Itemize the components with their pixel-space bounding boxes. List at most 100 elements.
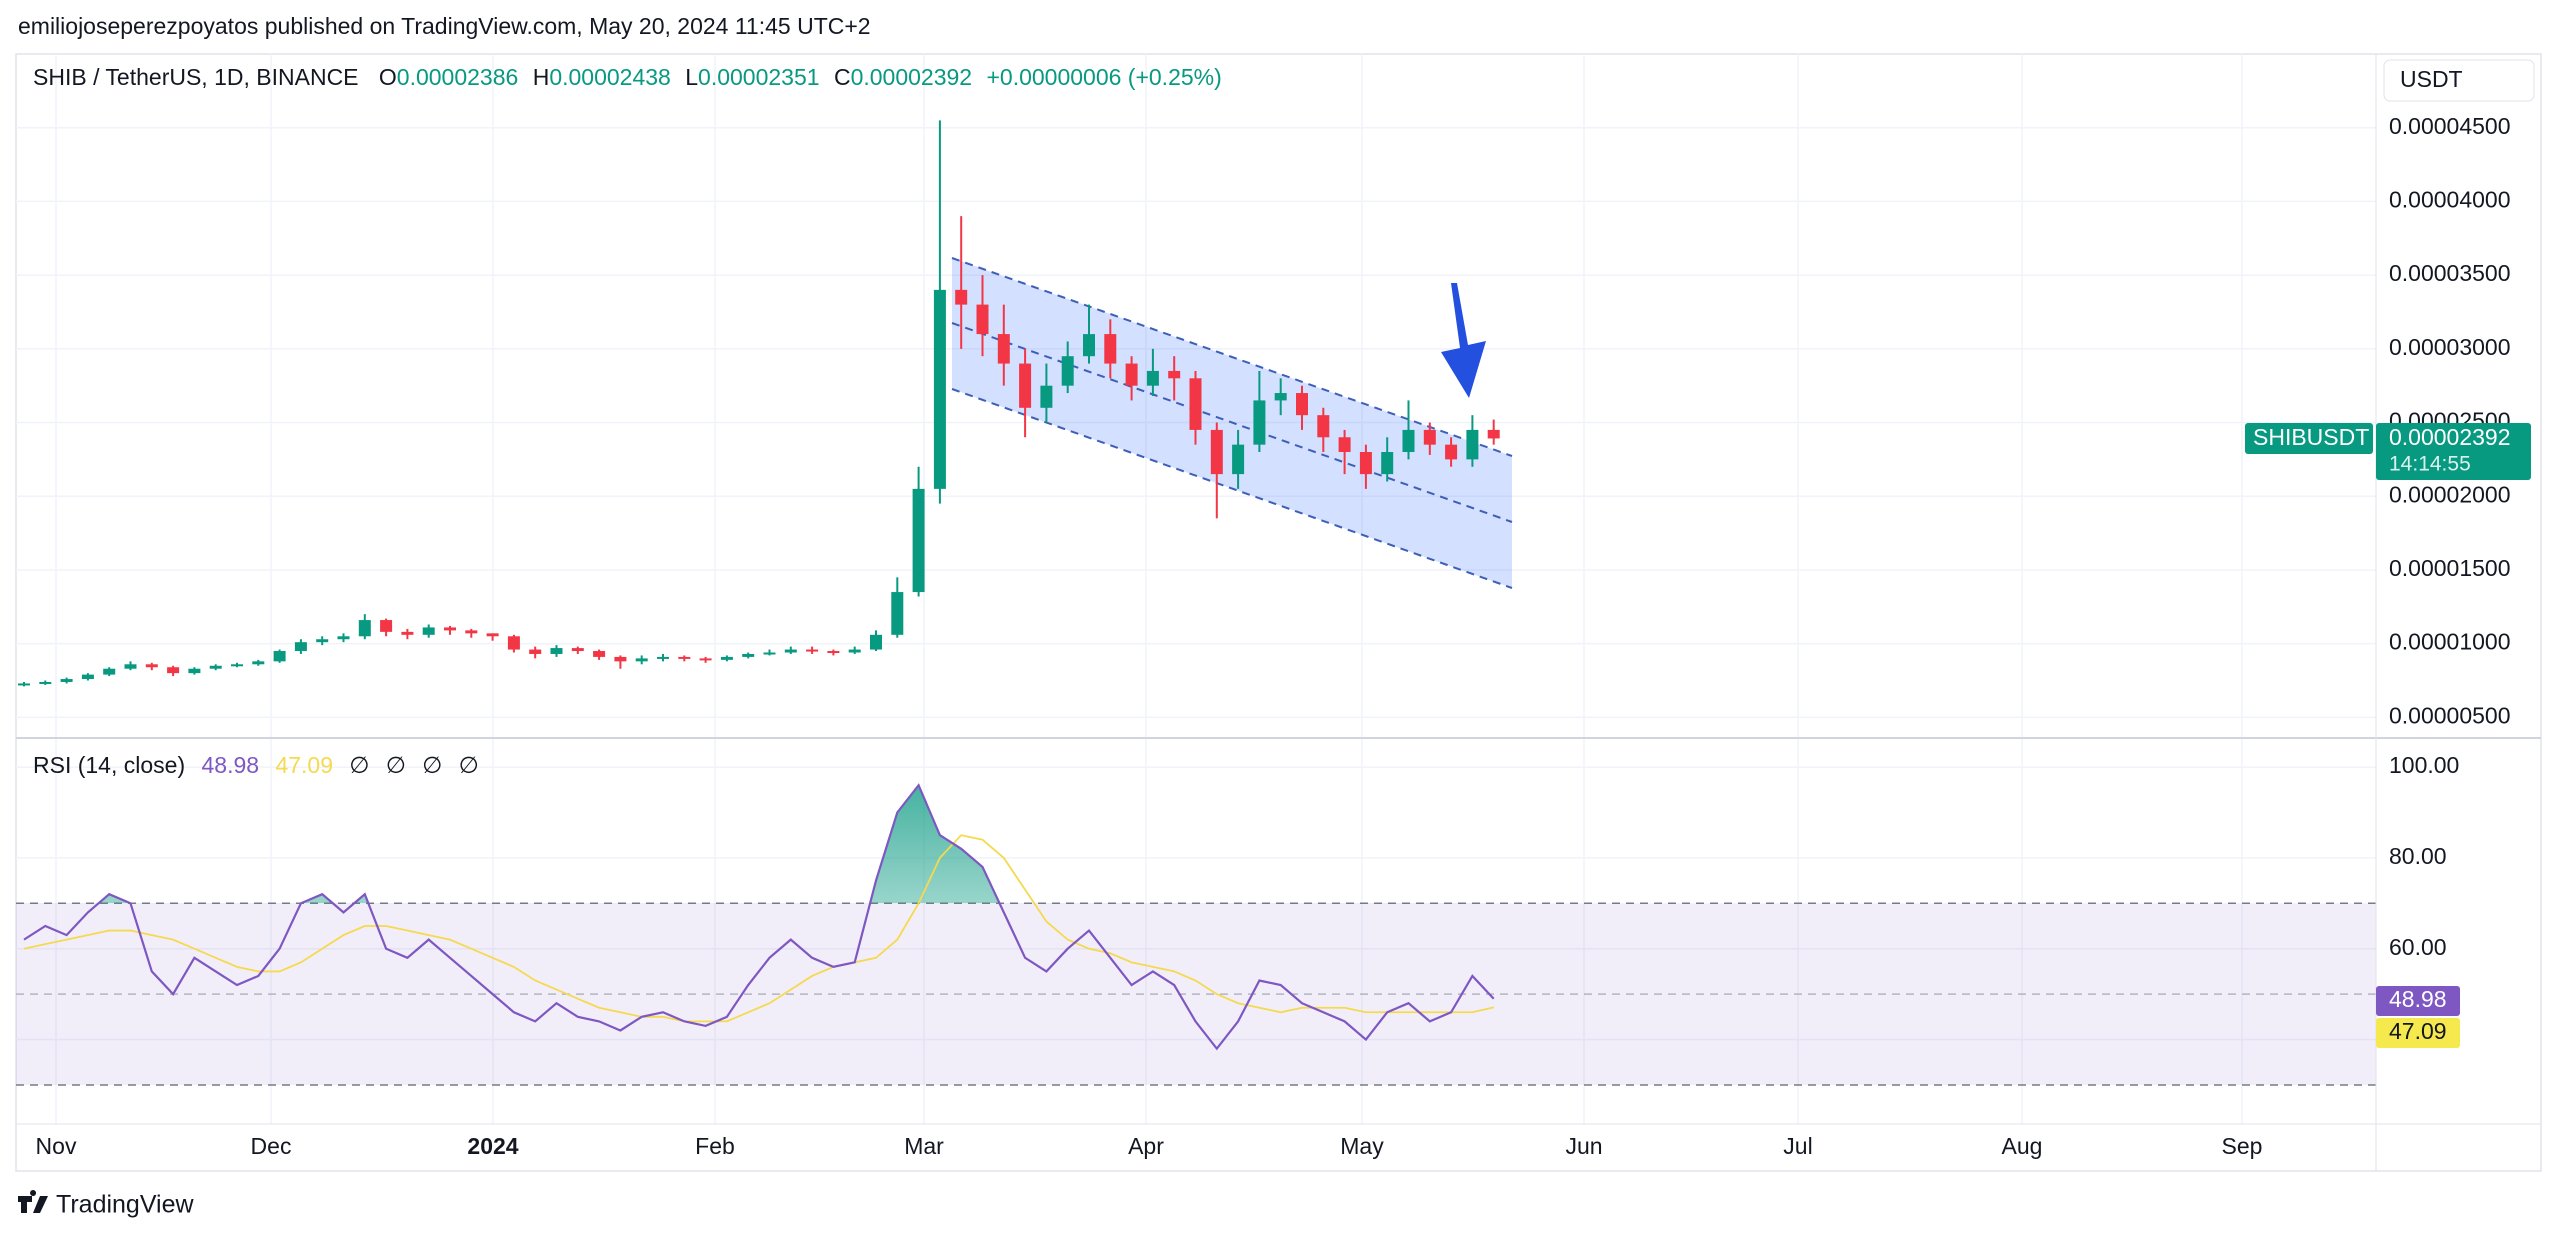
candle-body <box>870 634 882 650</box>
candle-body <box>167 667 180 674</box>
candle-body <box>316 639 329 643</box>
y-tick-label: 0.00003500 <box>2389 260 2511 286</box>
attribution: emiliojoseperezpoyatos published on Trad… <box>18 13 871 39</box>
rsi-line <box>23 834 1494 1023</box>
x-tick-label: Jun <box>1565 1133 1602 1159</box>
rsi-ma-badge <box>2376 1018 2460 1048</box>
h-value: 0.00002438 <box>549 64 671 90</box>
candle-body <box>1125 363 1138 386</box>
na: ∅ <box>386 752 406 778</box>
x-tick-label: Mar <box>904 1133 944 1159</box>
rsi-ma-value: 47.09 <box>275 752 333 778</box>
channel-mid <box>951 322 1513 523</box>
candle-body <box>955 289 968 305</box>
rsi-line <box>23 783 1495 1051</box>
y-tick-label: 0.00003000 <box>2389 334 2511 360</box>
y-tick-label: 0.00000500 <box>2389 702 2511 728</box>
candle-body <box>1381 452 1394 475</box>
candle-body <box>422 627 435 635</box>
candle-body <box>1317 415 1330 438</box>
na: ∅ <box>422 752 442 778</box>
price-badge-text: 0.00002392 <box>2389 424 2511 450</box>
candle-body <box>806 649 819 652</box>
candle-body <box>1445 444 1458 460</box>
y-tick-label: 0.00004000 <box>2389 186 2511 212</box>
candle-body <box>827 651 840 654</box>
h-label: H <box>533 64 550 90</box>
brand-logo <box>18 1190 48 1213</box>
candle-body <box>1296 393 1308 416</box>
l-value: 0.00002351 <box>698 64 820 90</box>
candle-body <box>486 633 499 637</box>
candle-body <box>1210 429 1223 475</box>
chart-frame <box>15 53 2542 1172</box>
channel-lower <box>951 388 1513 589</box>
x-tick-label: 2024 <box>467 1133 518 1159</box>
candle-body <box>1402 429 1415 453</box>
na: ∅ <box>349 752 369 778</box>
candle-body <box>1232 444 1245 475</box>
candle-body <box>699 658 712 661</box>
currency[interactable]: USDT <box>2400 66 2463 92</box>
price-badge <box>2376 423 2531 480</box>
candle-body <box>891 592 904 635</box>
c-label: C <box>834 64 851 90</box>
x-tick-label: Feb <box>695 1133 735 1159</box>
candle-body <box>60 679 73 682</box>
candle-body <box>997 334 1010 364</box>
candle-body <box>252 661 265 665</box>
candle-body <box>124 664 137 669</box>
labels: Nov Dec 2024 Feb Mar Apr May Jun Jul Aug Sep 0.0000… <box>36 113 2511 1159</box>
candle-body <box>1168 370 1181 379</box>
candle-body <box>337 636 350 640</box>
candle-body <box>1338 437 1351 453</box>
candle-body <box>1146 370 1159 386</box>
candle-body <box>763 652 776 655</box>
candle-body <box>1040 385 1053 408</box>
candle-body <box>231 664 243 667</box>
candle-body <box>571 648 584 652</box>
candle-body <box>1189 378 1202 430</box>
candle-body <box>720 656 733 660</box>
candle-body <box>742 653 755 657</box>
candle-body <box>593 651 606 657</box>
candle-body <box>294 642 307 652</box>
rsi-badge-text: 48.98 <box>2389 986 2447 1012</box>
candle-body <box>1083 334 1095 357</box>
x-tick-label: Jul <box>1783 1133 1812 1159</box>
y-tick-label: 60.00 <box>2389 934 2447 960</box>
candle-body <box>1104 334 1117 364</box>
grid <box>16 54 2376 1124</box>
o-value: 0.00002386 <box>397 64 519 90</box>
candle-body <box>1466 429 1479 460</box>
l-label: L <box>685 64 698 90</box>
candle-body <box>444 627 456 631</box>
rsi-value: 48.98 <box>202 752 260 778</box>
y-tick-label: 100.00 <box>2389 752 2459 778</box>
countdown: 14:14:55 <box>2389 453 2471 476</box>
candle-body <box>81 674 94 680</box>
rsi-title: RSI (14, close) <box>33 752 185 778</box>
candle-body <box>18 683 30 686</box>
x-tick-label: Aug <box>2002 1133 2043 1159</box>
brand: TradingView <box>56 1191 195 1219</box>
candle-body <box>848 649 861 653</box>
candle-body <box>529 649 542 654</box>
arrow <box>1441 283 1486 398</box>
x-tick-label: May <box>1340 1133 1384 1159</box>
candle-body <box>188 668 201 674</box>
currency-button[interactable] <box>2383 59 2535 102</box>
candle-body <box>358 620 371 637</box>
candle-body <box>1359 452 1372 475</box>
x-tick-label: Apr <box>1128 1133 1164 1159</box>
symbol: SHIB / TetherUS, 1D, BINANCE <box>33 64 359 90</box>
marks <box>18 120 1500 1051</box>
legend: SHIB / TetherUS, 1D, BINANCE O0.00002386… <box>33 64 1222 90</box>
candle-body <box>976 304 989 335</box>
symbol-badge <box>2245 423 2373 454</box>
candle-body <box>614 656 627 662</box>
x-tick-label: Dec <box>251 1133 292 1159</box>
candle-body <box>1019 363 1032 408</box>
